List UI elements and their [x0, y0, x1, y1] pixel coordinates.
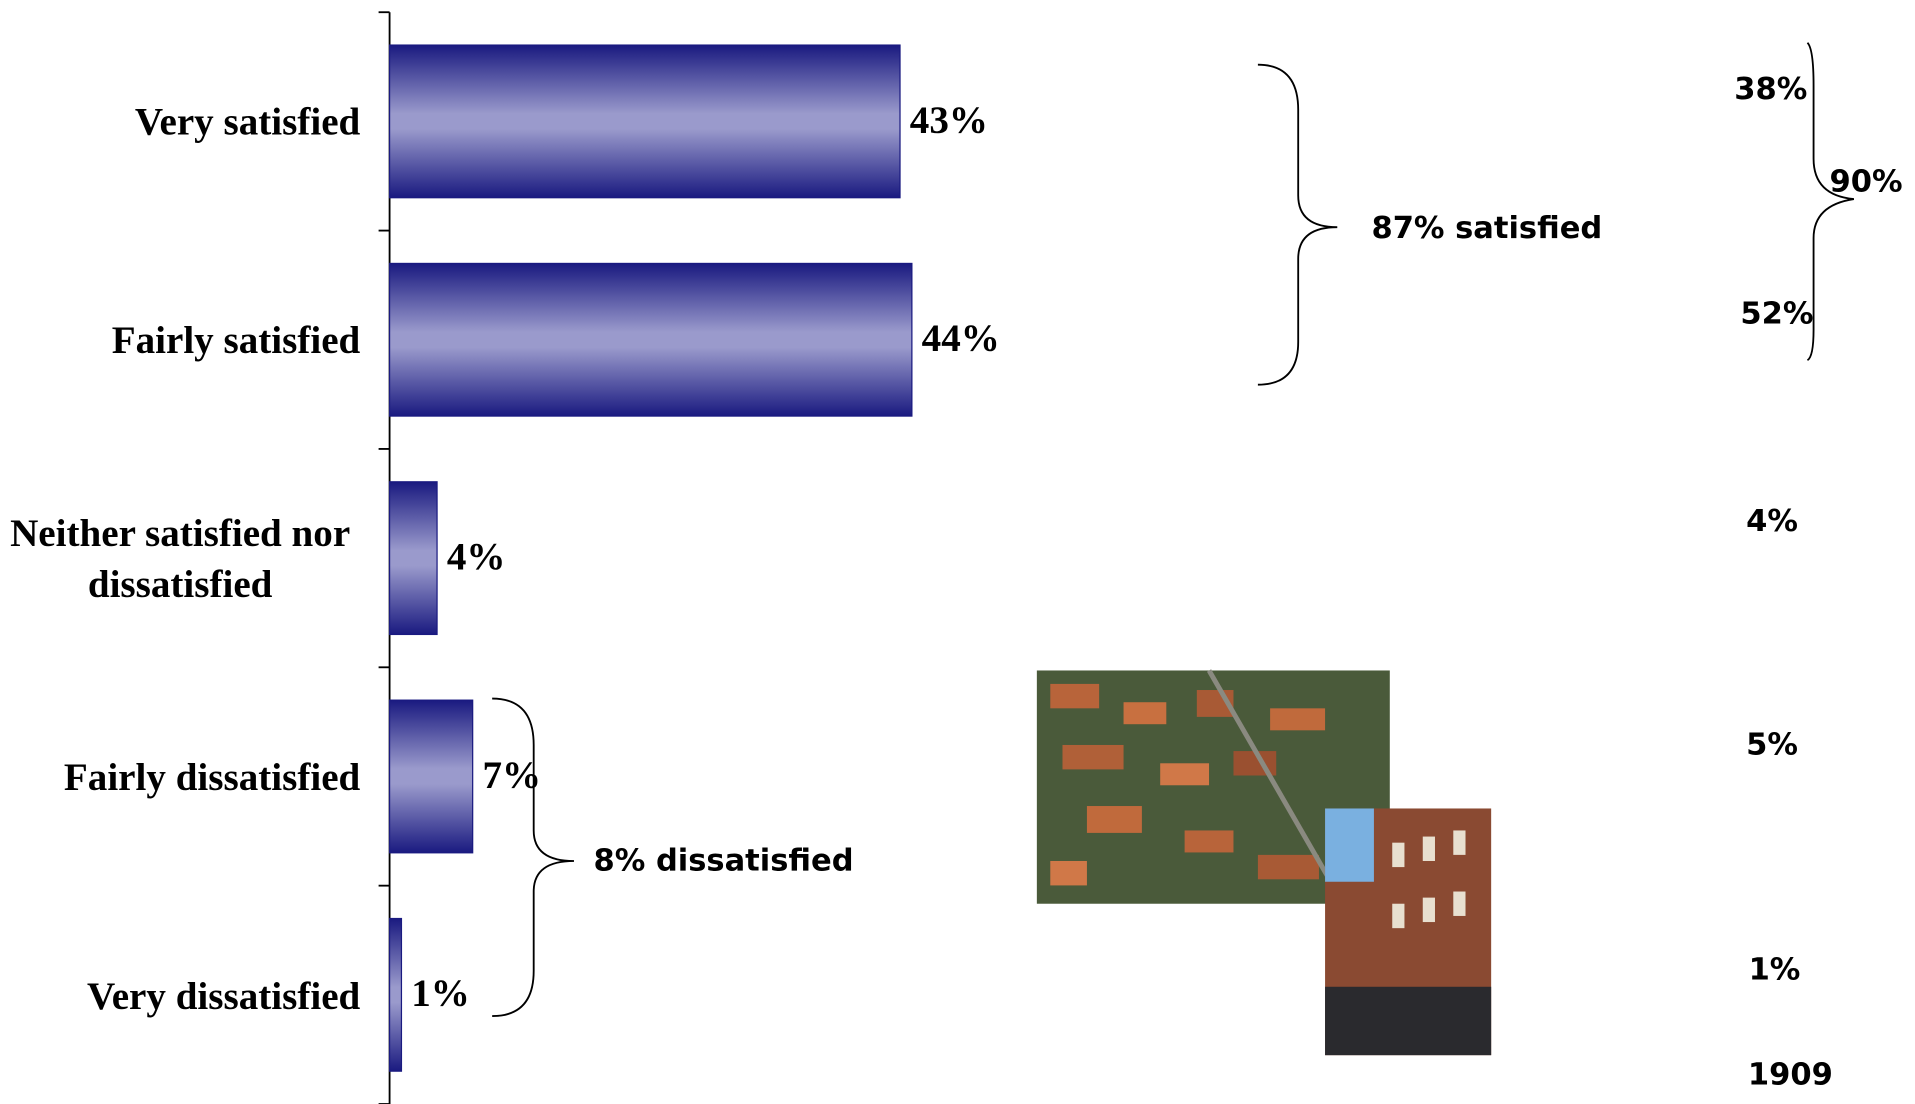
side-value: 90% [1830, 165, 1903, 200]
photo-aerial [1036, 669, 1390, 905]
category-label-box: Fairly satisfied [0, 279, 361, 401]
category-label-box: Neither satisfied nor dissatisfied [0, 497, 360, 619]
photo-houses [1325, 808, 1492, 1056]
side-value: 38% [1734, 72, 1807, 107]
annotation: 87% satisfied [1371, 211, 1602, 246]
brace [1806, 42, 1855, 362]
category-label-box: Very satisfied [0, 60, 360, 182]
category-label-box: Very dissatisfied [0, 934, 360, 1056]
category-label: Neither satisfied nor dissatisfied [10, 510, 351, 606]
category-label: Fairly satisfied [111, 317, 361, 362]
bar [388, 44, 901, 199]
category-label: Very dissatisfied [87, 972, 361, 1017]
annotation: 8% dissatisfied [594, 844, 854, 879]
value-label: 4% [447, 536, 506, 579]
value-label: 7% [482, 754, 541, 797]
category-label: Fairly dissatisfied [63, 754, 361, 799]
bar [388, 699, 474, 854]
brace [1257, 63, 1338, 386]
side-value: 1% [1749, 952, 1801, 987]
category-label-box: Fairly dissatisfied [0, 715, 360, 837]
side-value: 4% [1746, 504, 1798, 539]
bar [388, 262, 913, 417]
value-label: 44% [922, 317, 1000, 360]
bar [388, 481, 438, 636]
side-value: 5% [1746, 728, 1798, 763]
value-label: 1% [411, 972, 470, 1015]
bar [388, 917, 403, 1072]
value-label: 43% [910, 99, 988, 142]
brace [492, 697, 574, 1018]
side-value: 52% [1740, 297, 1813, 332]
category-label: Very satisfied [134, 99, 361, 144]
side-value: 1909 [1748, 1057, 1833, 1092]
